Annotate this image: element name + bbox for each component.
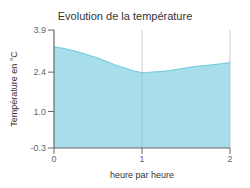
svg-text:3.9: 3.9 bbox=[33, 25, 46, 35]
svg-text:0: 0 bbox=[51, 154, 56, 164]
svg-text:Température en °C: Température en °C bbox=[9, 51, 19, 127]
svg-text:1: 1 bbox=[139, 154, 144, 164]
svg-text:2: 2 bbox=[227, 154, 232, 164]
svg-text:heure par heure: heure par heure bbox=[110, 170, 174, 180]
svg-text:1.0: 1.0 bbox=[33, 107, 46, 117]
svg-text:-0.3: -0.3 bbox=[30, 143, 46, 153]
html-text:Evolution de la température: Evolution de la température bbox=[57, 10, 193, 22]
svg-text:2.4: 2.4 bbox=[33, 67, 46, 77]
